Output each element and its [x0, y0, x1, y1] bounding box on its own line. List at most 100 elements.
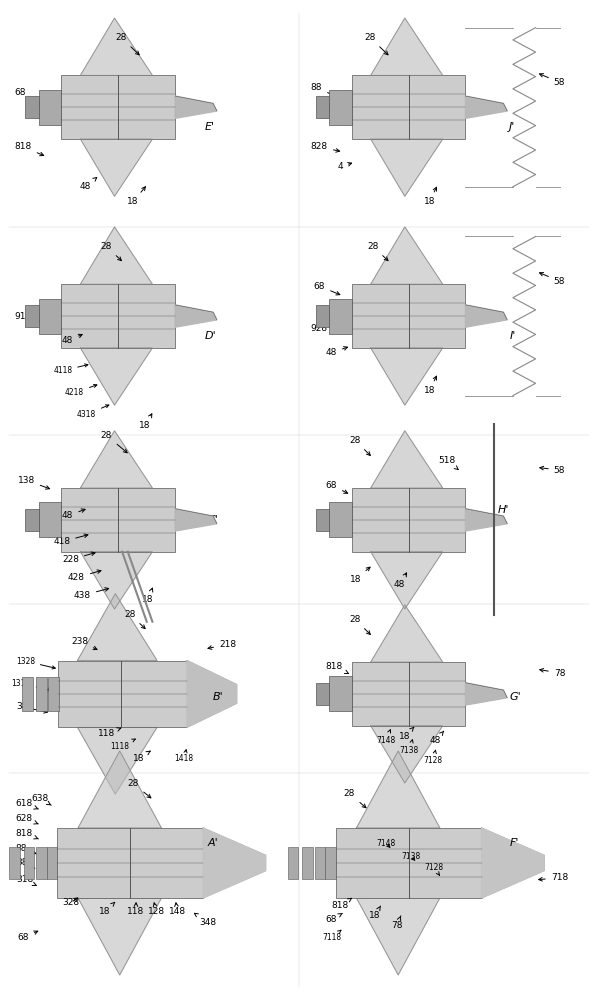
Text: 28: 28 [367, 242, 388, 261]
Text: C': C' [207, 515, 218, 525]
Polygon shape [356, 751, 440, 828]
Text: 718: 718 [539, 873, 568, 882]
Bar [62, 488, 175, 552]
Text: 18: 18 [399, 727, 414, 741]
Text: 78: 78 [540, 669, 565, 678]
Text: 238: 238 [71, 637, 97, 650]
Bar [39, 90, 62, 125]
Text: 38: 38 [16, 702, 48, 713]
Bar [25, 509, 39, 531]
Text: 58: 58 [540, 466, 565, 475]
Bar [325, 847, 335, 879]
Text: 68: 68 [326, 684, 349, 694]
Polygon shape [465, 683, 507, 705]
Text: 88: 88 [16, 844, 36, 854]
Text: 18: 18 [423, 187, 437, 206]
Text: 28: 28 [101, 431, 127, 453]
Text: 68: 68 [14, 88, 41, 105]
Bar [352, 488, 465, 552]
Text: 138: 138 [17, 476, 50, 489]
Text: 818: 818 [16, 829, 38, 839]
Bar [329, 299, 352, 334]
Text: 4218: 4218 [65, 384, 97, 397]
Bar [24, 847, 34, 879]
Text: I': I' [509, 331, 515, 341]
Text: 48: 48 [62, 334, 82, 345]
Text: 1318: 1318 [12, 679, 51, 691]
Polygon shape [80, 18, 152, 75]
Text: 1118: 1118 [111, 739, 135, 751]
Text: 118: 118 [98, 728, 121, 738]
Text: 618: 618 [16, 799, 38, 809]
Polygon shape [187, 661, 237, 727]
Text: 418: 418 [53, 534, 88, 546]
Text: H': H' [498, 505, 509, 515]
Text: 4318: 4318 [77, 405, 109, 419]
Bar [62, 284, 175, 348]
Text: 518: 518 [438, 456, 458, 470]
Text: 18: 18 [99, 902, 115, 916]
Text: 68: 68 [326, 913, 343, 924]
Bar [288, 847, 298, 879]
Text: 48: 48 [326, 347, 347, 357]
Bar [352, 662, 465, 726]
Text: 18: 18 [369, 906, 380, 920]
Bar [316, 509, 329, 531]
Text: E': E' [204, 122, 214, 132]
Text: 48: 48 [429, 731, 444, 745]
Text: 4118: 4118 [53, 364, 88, 375]
Text: 348: 348 [194, 913, 216, 927]
Text: 48: 48 [394, 573, 407, 589]
Bar [25, 305, 39, 327]
Text: 7138: 7138 [401, 852, 420, 861]
Bar [316, 305, 329, 327]
Text: 828: 828 [311, 142, 340, 152]
Bar [36, 847, 47, 879]
Text: 28: 28 [350, 615, 370, 634]
Polygon shape [80, 227, 152, 284]
Polygon shape [371, 726, 443, 783]
Bar [39, 502, 62, 537]
Text: 18: 18 [350, 567, 370, 584]
Text: 28: 28 [101, 242, 121, 261]
Polygon shape [175, 305, 217, 327]
Text: 18: 18 [127, 187, 145, 206]
Polygon shape [78, 898, 161, 975]
Text: 438: 438 [74, 588, 109, 600]
Bar [36, 677, 47, 711]
Text: 628: 628 [16, 814, 38, 824]
Polygon shape [371, 431, 443, 488]
Polygon shape [371, 227, 443, 284]
Bar [329, 676, 352, 711]
Text: 68: 68 [320, 103, 346, 114]
Bar [329, 502, 352, 537]
Text: 28: 28 [115, 33, 139, 55]
Polygon shape [175, 96, 217, 118]
Bar [57, 828, 203, 898]
Polygon shape [371, 552, 443, 609]
Text: 58: 58 [539, 273, 565, 286]
Bar [47, 847, 57, 879]
Text: 1418: 1418 [175, 750, 194, 763]
Bar [22, 677, 33, 711]
Text: 1328: 1328 [16, 657, 55, 669]
Bar [352, 284, 465, 348]
Bar [315, 847, 325, 879]
Text: G': G' [509, 692, 521, 702]
Bar [316, 96, 329, 118]
Bar [62, 75, 175, 139]
Text: 18: 18 [133, 751, 150, 763]
Text: 28: 28 [124, 610, 145, 629]
Polygon shape [371, 348, 443, 405]
Bar [9, 847, 20, 879]
Text: 88: 88 [311, 83, 334, 96]
Text: F': F' [509, 838, 518, 848]
Text: 18: 18 [142, 588, 154, 604]
Text: 28: 28 [350, 436, 370, 455]
Text: 7118: 7118 [323, 930, 342, 942]
Polygon shape [175, 509, 217, 531]
Text: 328: 328 [62, 898, 79, 907]
Text: J': J' [509, 122, 515, 132]
Polygon shape [371, 605, 443, 662]
Polygon shape [481, 828, 544, 898]
